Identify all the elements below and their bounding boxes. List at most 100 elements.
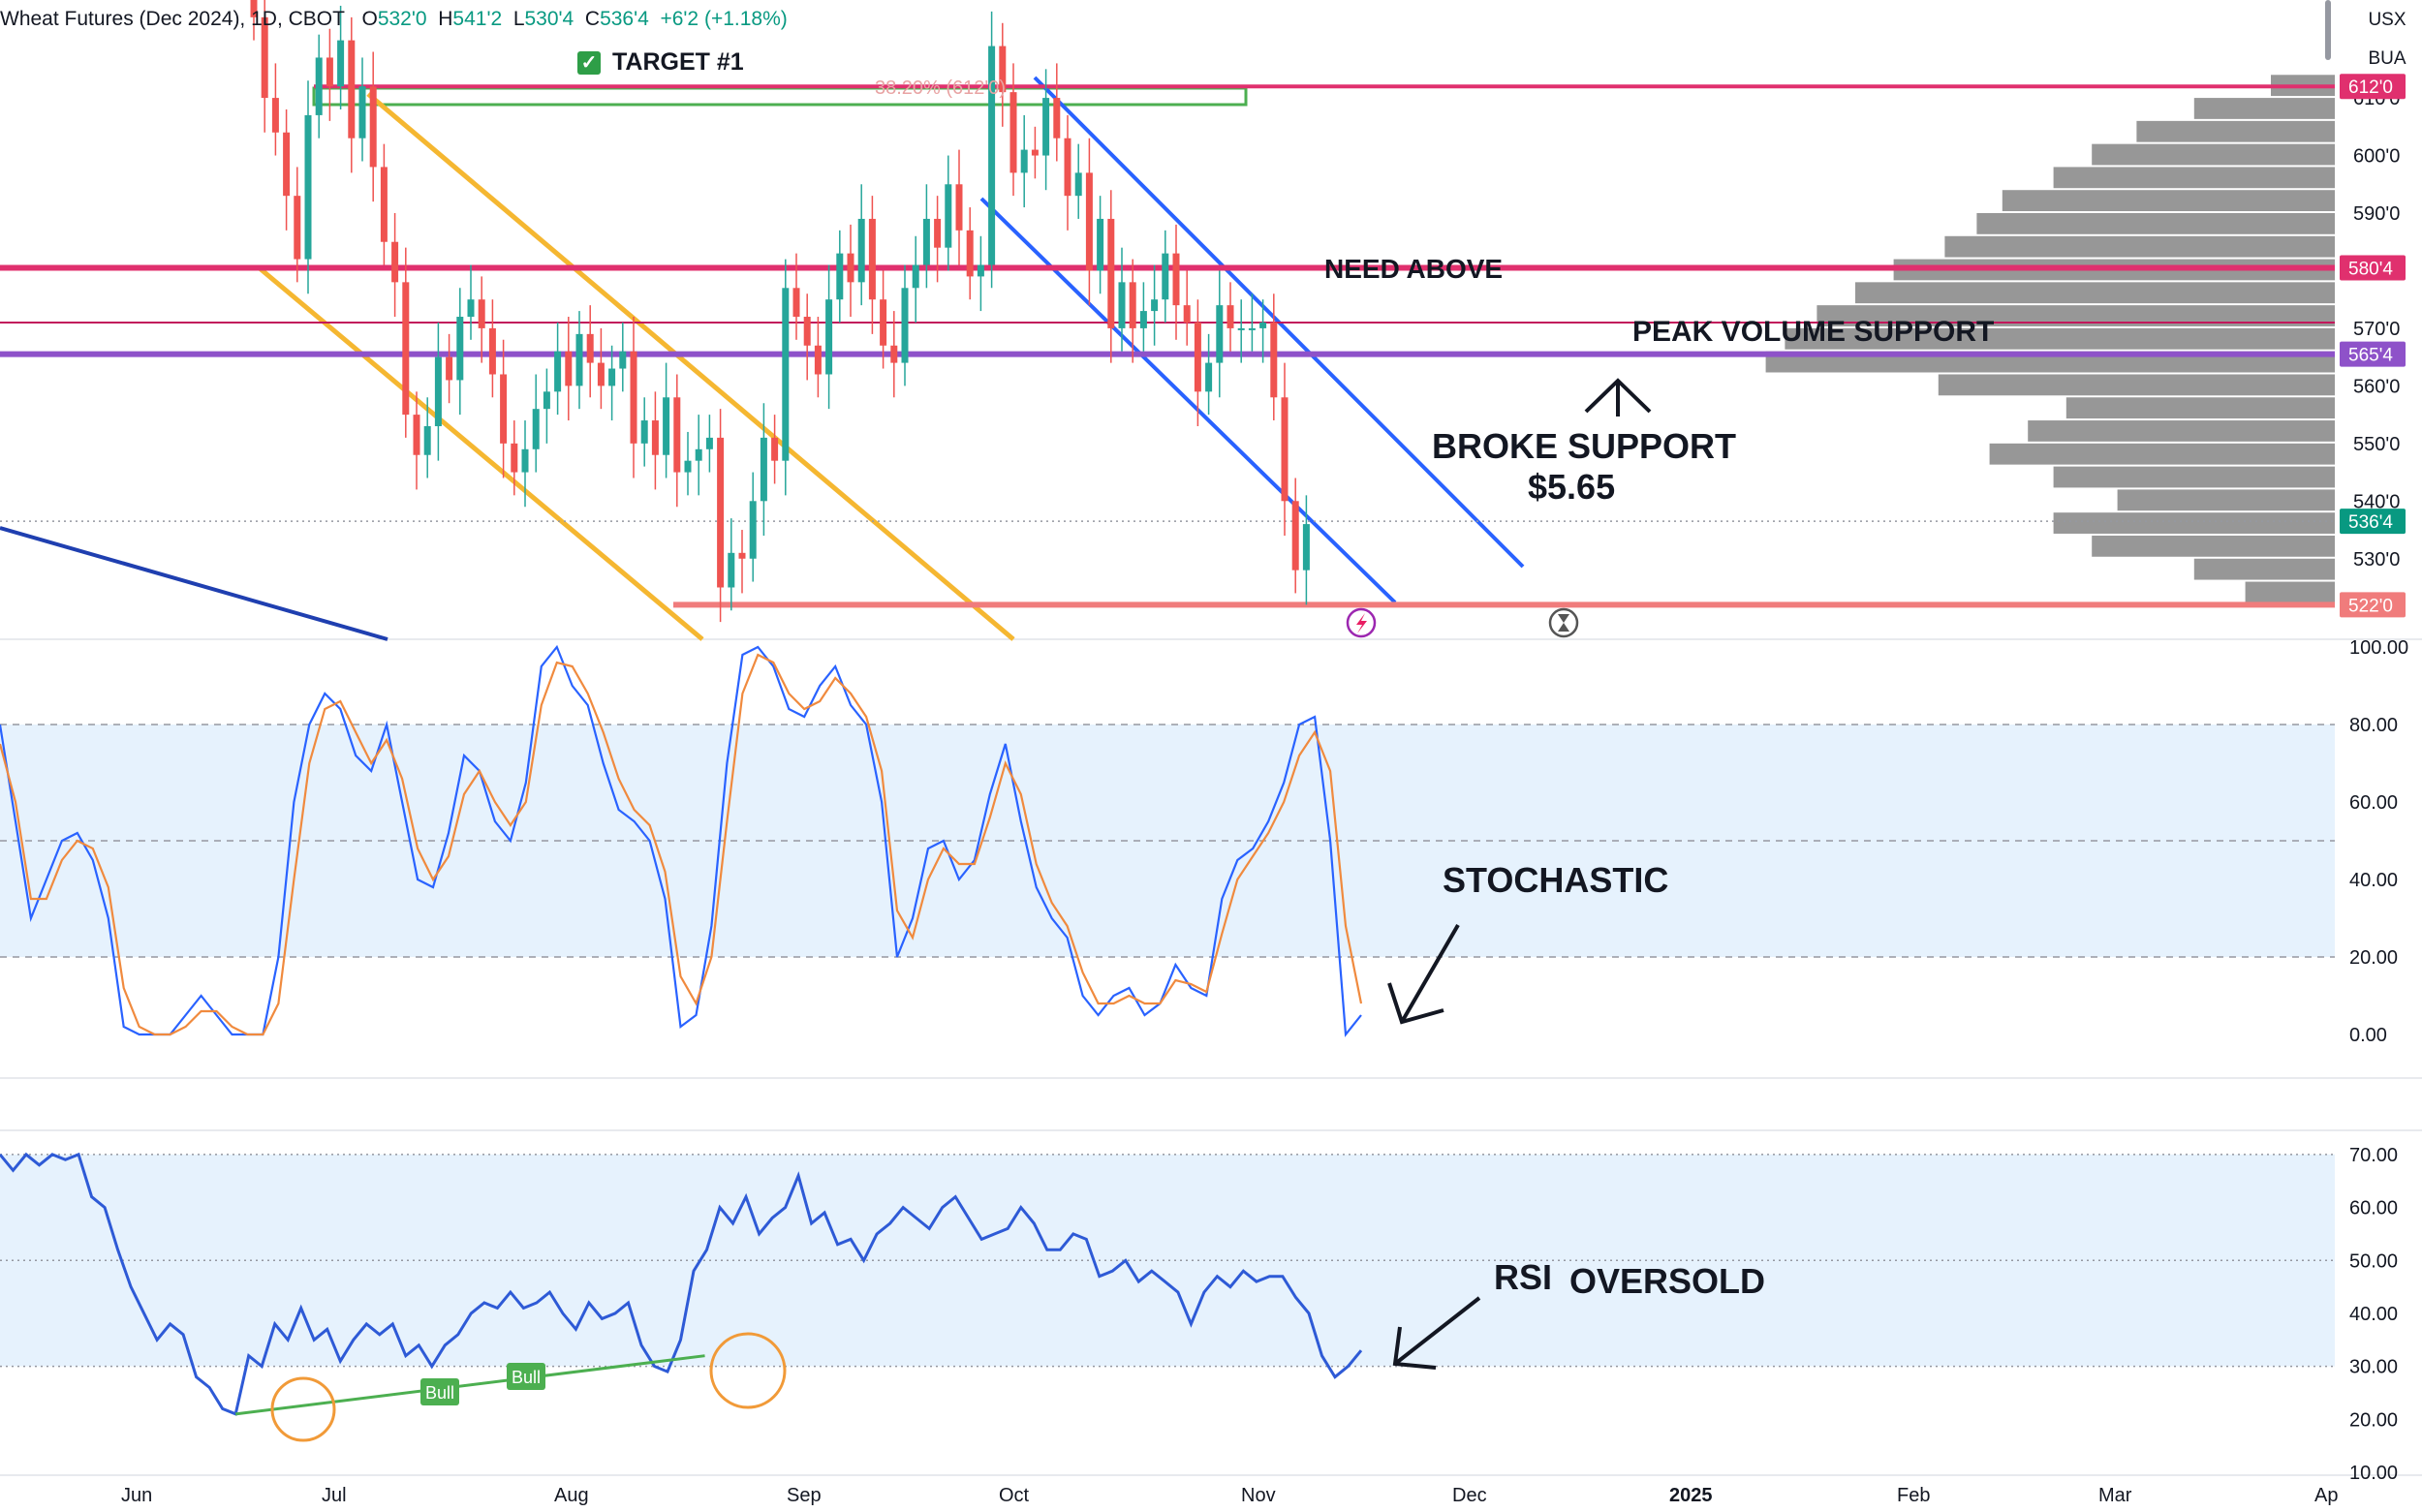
x-tick-label: Aug (554, 1485, 589, 1506)
volume-profile-bar (2193, 558, 2335, 580)
y-tick-label: 560'0 (2353, 376, 2400, 397)
candle-body (1172, 253, 1180, 306)
rsi-tick-label: 30.00 (2349, 1357, 2398, 1378)
volume-profile-bar (2053, 512, 2335, 534)
symbol-title: Wheat Futures (Dec 2024), 1D, CBOT (0, 8, 345, 30)
rsi-band (0, 1154, 2335, 1367)
need-above-annotation: NEED ABOVE (1324, 254, 1504, 284)
arrow-icon (1393, 1296, 1481, 1366)
volume-profile-bar (1989, 443, 2335, 465)
candle-body (945, 184, 952, 248)
hourglass-icon (1548, 607, 1579, 638)
candle-body (955, 184, 963, 231)
candle-body (500, 374, 508, 444)
candle-body (1053, 98, 1061, 139)
candle-body (836, 253, 844, 300)
candle-body (1216, 305, 1224, 363)
candle-body (597, 362, 605, 386)
stoch-tick-label: 20.00 (2349, 947, 2398, 969)
candle-body (934, 218, 942, 248)
price-badge-label: 580'4 (2348, 259, 2393, 279)
broke-support-annotation: BROKE SUPPORT (1432, 426, 1737, 466)
close-value: 536'4 (600, 8, 649, 30)
fib-label: 38.20% (612'0) (875, 77, 1007, 99)
price-badge-label: 612'0 (2348, 77, 2393, 98)
candle-body (1227, 305, 1234, 328)
candle-body (1281, 397, 1289, 502)
volume-profile-bar (2053, 466, 2335, 488)
volume-profile-bar (2002, 190, 2335, 211)
candle-body (358, 86, 366, 139)
candle-body (977, 264, 984, 277)
candle-body (456, 317, 464, 381)
x-tick-label: Sep (787, 1485, 822, 1506)
candle-body (825, 299, 833, 375)
candle-body (337, 40, 345, 87)
candle-body (651, 420, 659, 455)
candle-body (771, 437, 779, 461)
candle-body (792, 288, 800, 318)
candle-body (1107, 218, 1115, 328)
candle-body (1020, 149, 1028, 173)
channel-line (366, 92, 1015, 641)
x-tick-label: Jul (322, 1485, 347, 1506)
rsi-tick-label: 50.00 (2349, 1250, 2398, 1272)
candle-body (749, 501, 757, 559)
price-badge (2340, 341, 2406, 367)
currency-label[interactable]: USX (2368, 10, 2406, 30)
candle-body (705, 437, 713, 449)
candle-body (1064, 138, 1071, 197)
volume-profile-bar (2053, 167, 2335, 189)
bull-marker (507, 1363, 545, 1390)
candle-body (619, 351, 627, 369)
volume-profile-bar (2092, 535, 2335, 557)
candle-body (1237, 327, 1245, 330)
candle-body (760, 437, 767, 502)
volume-profile-bar (2092, 143, 2335, 166)
candle-body (1162, 253, 1169, 300)
candle-body (1031, 149, 1039, 156)
candle-body (1205, 362, 1213, 392)
candle-body (1097, 218, 1104, 271)
candle-body (868, 218, 876, 300)
candle-body (261, 16, 268, 99)
unit-label[interactable]: BUA (2368, 48, 2406, 69)
y-tick-label: 570'0 (2353, 319, 2400, 340)
price-badge (2340, 509, 2406, 535)
price-badge (2340, 592, 2406, 618)
candle-body (467, 299, 475, 318)
candle-body (1085, 172, 1093, 271)
candle-body (575, 333, 583, 386)
candle-body (1042, 98, 1050, 156)
volume-profile-bar (1938, 374, 2335, 396)
candle-body (803, 317, 811, 346)
divergence-line (234, 1354, 705, 1416)
candle-body (1151, 299, 1159, 312)
volume-profile-bar (2117, 489, 2335, 511)
candle-body (999, 46, 1007, 93)
candle-body (294, 196, 301, 260)
stoch-k-line (0, 644, 1362, 1037)
open-value: 532'0 (377, 8, 427, 30)
change-value: +6'2 (+1.18%) (660, 8, 788, 30)
x-tick-label: Nov (1241, 1485, 1276, 1506)
rsi-tick-label: 70.00 (2349, 1145, 2398, 1166)
volume-profile-bar (1816, 305, 2335, 326)
candle-body (423, 426, 431, 455)
candle-body (521, 448, 529, 473)
candle-body (890, 345, 898, 363)
x-tick-label: Oct (999, 1485, 1030, 1506)
volume-profile-bar (1785, 327, 2335, 350)
candle-body (901, 288, 909, 363)
price-badge-label: 522'0 (2348, 596, 2393, 616)
volume-profile-bar (2136, 120, 2335, 142)
candle-body (586, 333, 594, 363)
volume-profile-bar (1855, 282, 2335, 304)
candle-body (880, 299, 887, 346)
candle-body (488, 327, 496, 375)
candle-body (988, 46, 996, 265)
y-tick-label: 530'0 (2353, 549, 2400, 571)
candle-body (847, 253, 854, 283)
stoch-tick-label: 100.00 (2349, 637, 2408, 659)
